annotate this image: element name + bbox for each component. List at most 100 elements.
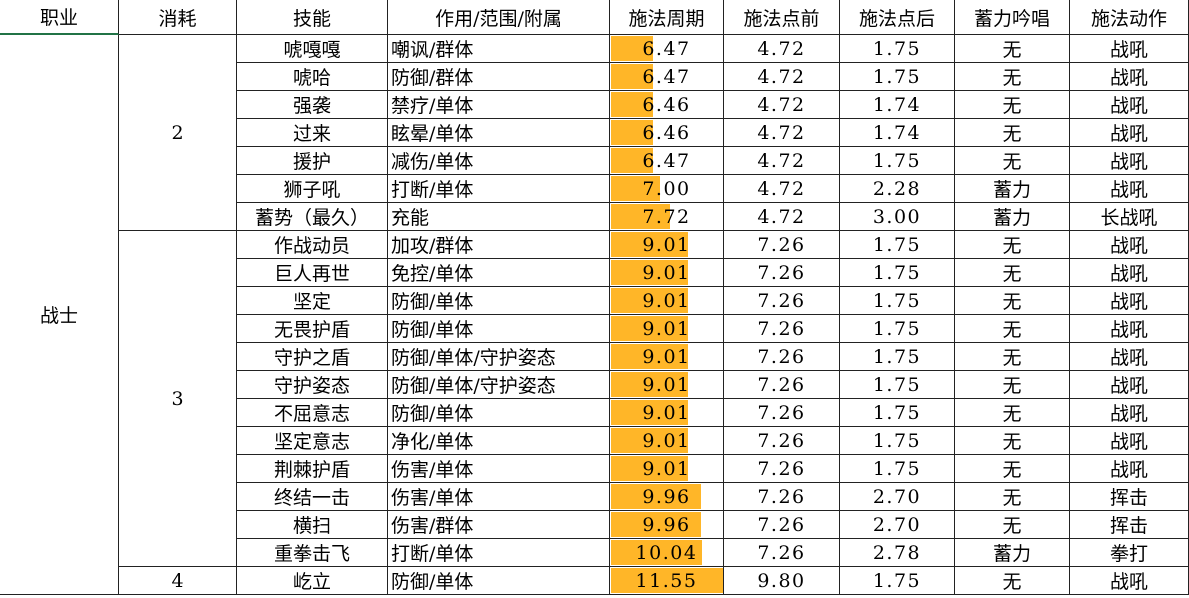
data-cell: 无 — [955, 427, 1070, 455]
cell-text: 9.01 — [642, 429, 691, 452]
data-cell: 伤害/群体 — [388, 511, 610, 539]
cell-text: 坚定意志 — [273, 431, 350, 453]
cell-text: 无 — [1002, 95, 1022, 117]
data-cell: 战吼 — [1070, 343, 1189, 371]
cell-text: 1.75 — [872, 317, 922, 340]
cell-text: 9.01 — [642, 233, 691, 256]
cell-text: 2.70 — [872, 485, 922, 508]
cell-text: 战吼 — [1109, 95, 1148, 117]
data-bar — [611, 36, 654, 61]
cell-text: 蓄力 — [992, 543, 1031, 565]
data-cell: 7.26 — [724, 287, 840, 315]
data-bar — [611, 484, 702, 509]
cell-text: 无 — [1002, 39, 1022, 61]
data-cell: 1.75 — [840, 343, 955, 371]
data-cell: 战吼 — [1070, 567, 1189, 595]
cell-text: 战吼 — [1109, 123, 1148, 145]
cell-text: 技能 — [292, 7, 331, 30]
cell-text: 免控/单体 — [391, 263, 474, 285]
cell-text: 消耗 — [158, 7, 197, 30]
cell-text: 过来 — [292, 123, 331, 145]
data-cell: 1.75 — [840, 259, 955, 287]
cell-text: 唬嘎嘎 — [283, 39, 341, 61]
cell-text: 不屈意志 — [273, 403, 350, 425]
data-bar — [611, 204, 671, 229]
cell-text: 1.75 — [872, 289, 922, 312]
cycle-cell: 9.01 — [610, 259, 724, 287]
data-cell: 荆棘护盾 — [237, 455, 388, 483]
cell-text: 长战吼 — [1100, 207, 1158, 229]
data-cell: 加攻/群体 — [388, 231, 610, 259]
cell-text: 7.26 — [757, 317, 806, 340]
data-cell: 7.26 — [724, 427, 840, 455]
data-cell: 无 — [955, 91, 1070, 119]
data-cell: 7.26 — [724, 231, 840, 259]
data-cell: 2.78 — [840, 539, 955, 567]
data-cell: 唬嘎嘎 — [237, 35, 388, 63]
data-bar — [611, 400, 689, 425]
data-cell: 无 — [955, 315, 1070, 343]
data-cell: 无 — [955, 259, 1070, 287]
cell-text: 蓄力吟唱 — [973, 7, 1050, 30]
data-cell: 7.26 — [724, 315, 840, 343]
cell-text: 7.26 — [757, 457, 806, 480]
cell-text: 1.75 — [872, 149, 922, 172]
data-cell: 4.72 — [724, 147, 840, 175]
cycle-cell: 9.01 — [610, 343, 724, 371]
cell-text: 无 — [1002, 263, 1022, 285]
data-cell: 守护之盾 — [237, 343, 388, 371]
cell-text: 防御/单体 — [391, 403, 474, 425]
cell-text: 战吼 — [1109, 291, 1148, 313]
data-cell: 7.26 — [724, 539, 840, 567]
cell-text: 施法点前 — [743, 7, 820, 30]
cell-text: 援护 — [292, 151, 331, 173]
data-cell: 无 — [955, 399, 1070, 427]
cell-text: 减伤/单体 — [391, 151, 474, 173]
cell-text: 防御/单体/守护姿态 — [391, 375, 556, 397]
data-bar — [611, 176, 661, 201]
cell-text: 打断/单体 — [391, 179, 474, 201]
cell-text: 7.00 — [642, 177, 691, 200]
data-cell: 长战吼 — [1070, 203, 1189, 231]
cell-text: 无 — [1002, 487, 1022, 509]
data-cell: 坚定 — [237, 287, 388, 315]
cost-cell: 4 — [119, 567, 237, 595]
cell-text: 2.70 — [872, 513, 922, 536]
cell-text: 1.75 — [872, 65, 922, 88]
cell-text: 施法周期 — [628, 7, 705, 30]
cycle-cell: 7.72 — [610, 203, 724, 231]
cell-text: 1.75 — [872, 569, 922, 592]
data-cell: 1.75 — [840, 567, 955, 595]
cell-text: 1.74 — [872, 121, 922, 144]
data-cell: 净化/单体 — [388, 427, 610, 455]
data-cell: 2.70 — [840, 483, 955, 511]
cell-text: 战吼 — [1109, 67, 1148, 89]
header-cell: 施法点后 — [840, 0, 955, 35]
cell-text: 眩晕/单体 — [391, 123, 474, 145]
cycle-cell: 9.01 — [610, 315, 724, 343]
cell-text: 4.72 — [757, 65, 806, 88]
cell-text: 1.74 — [872, 93, 922, 116]
data-cell: 过来 — [237, 119, 388, 147]
data-bar — [611, 540, 703, 565]
data-cell: 1.75 — [840, 427, 955, 455]
cell-text: 7.26 — [757, 289, 806, 312]
header-cell: 施法点前 — [724, 0, 840, 35]
data-cell: 4.72 — [724, 91, 840, 119]
cell-text: 防御/单体/守护姿态 — [391, 347, 556, 369]
data-cell: 战吼 — [1070, 175, 1189, 203]
cell-text: 战吼 — [1109, 319, 1148, 341]
data-cell: 战吼 — [1070, 231, 1189, 259]
data-cell: 战吼 — [1070, 315, 1189, 343]
cycle-cell: 9.01 — [610, 427, 724, 455]
data-cell: 无畏护盾 — [237, 315, 388, 343]
data-cell: 战吼 — [1070, 35, 1189, 63]
cell-text: 7.72 — [642, 205, 691, 228]
class-cell: 战士 — [0, 35, 119, 595]
cell-text: 无 — [1002, 459, 1022, 481]
data-cell: 蓄势（最久） — [237, 203, 388, 231]
data-cell: 充能 — [388, 203, 610, 231]
cell-text: 9.80 — [757, 569, 806, 592]
data-cell: 坚定意志 — [237, 427, 388, 455]
data-cell: 无 — [955, 343, 1070, 371]
